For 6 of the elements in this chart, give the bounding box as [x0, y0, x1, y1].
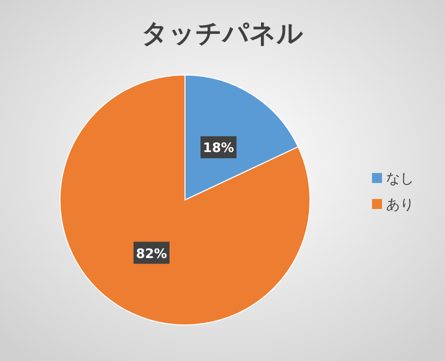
- legend-label: なし: [386, 171, 414, 187]
- chart-title: タッチパネル: [142, 19, 304, 49]
- data-label: 82%: [136, 246, 168, 262]
- slice-label: あり: [386, 197, 414, 213]
- pie-slice: [60, 74, 310, 326]
- data-label: 18%: [202, 141, 234, 156]
